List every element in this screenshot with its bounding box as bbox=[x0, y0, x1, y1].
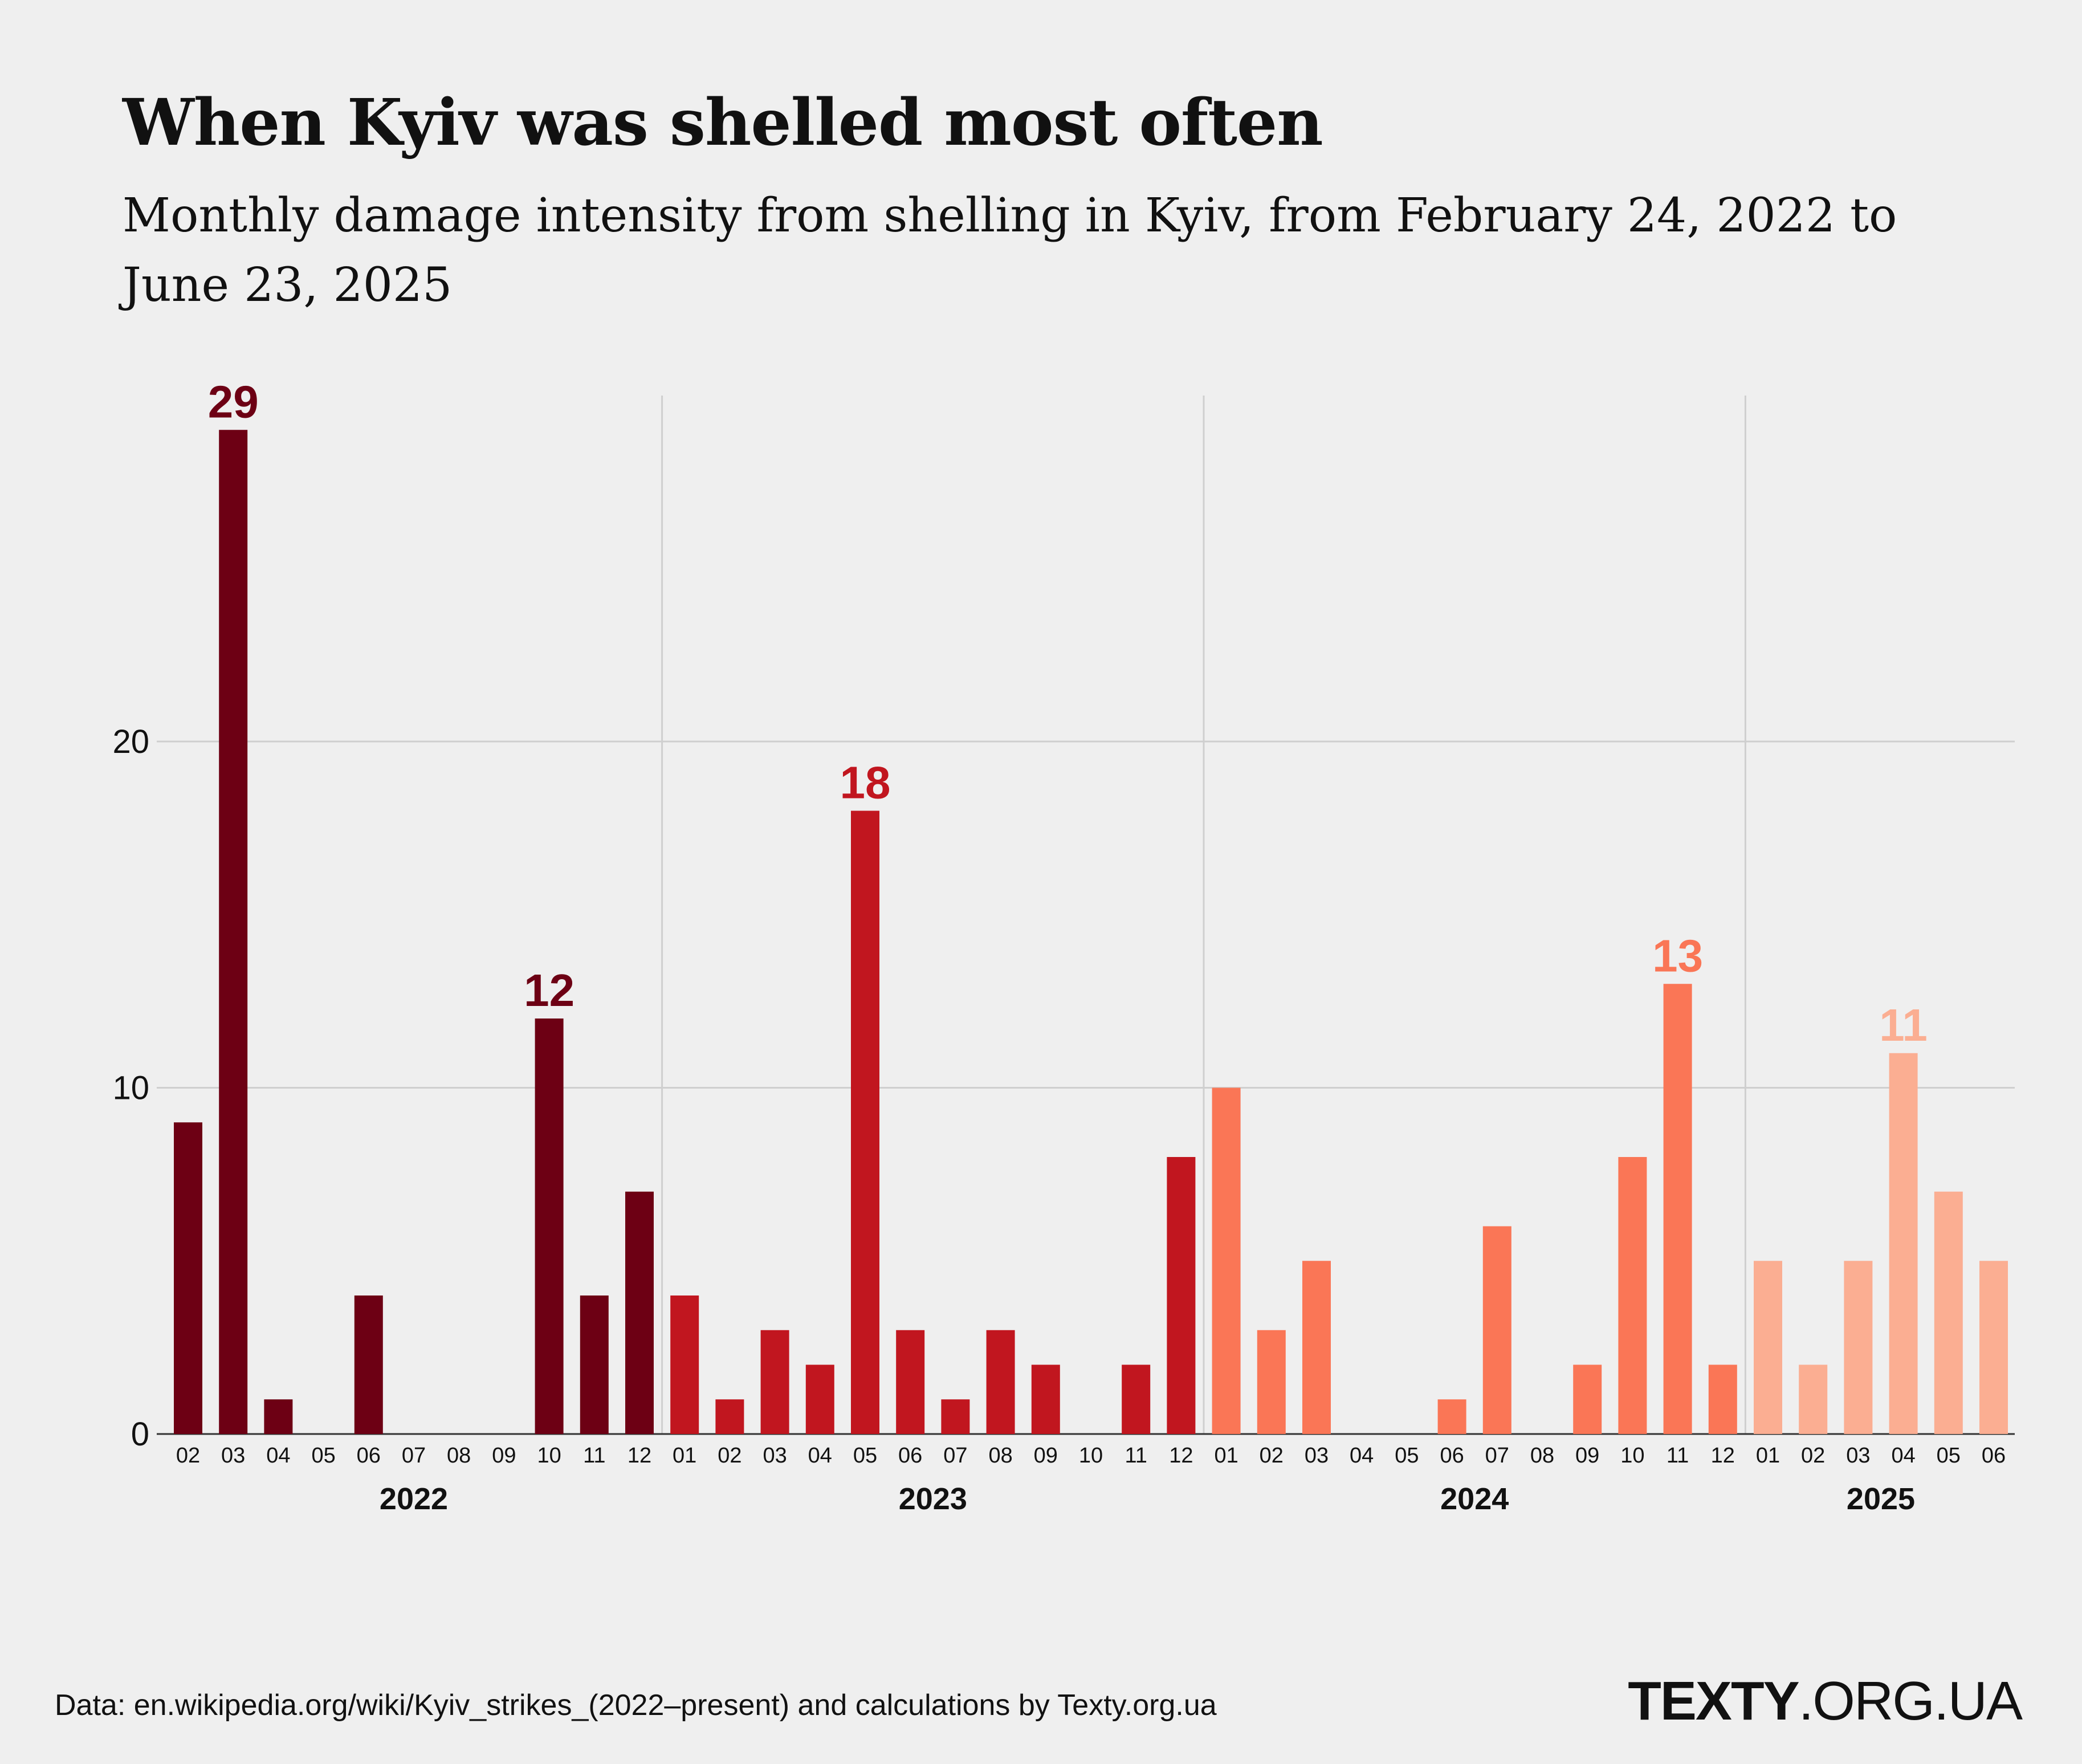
logo-bold-part: TEXTY bbox=[1628, 1671, 1799, 1732]
bars bbox=[174, 430, 2008, 1434]
year-label-2024: 2024 bbox=[1440, 1482, 1509, 1516]
x-tick-label: 07 bbox=[1485, 1444, 1509, 1468]
x-tick-label: 03 bbox=[1846, 1444, 1870, 1468]
bar-2022-06 bbox=[354, 1295, 383, 1434]
bar-2022-10 bbox=[535, 1019, 564, 1434]
data-source-note: Data: en.wikipedia.org/wiki/Kyiv_strikes… bbox=[55, 1689, 1217, 1722]
bar-2023-01 bbox=[670, 1295, 699, 1434]
x-tick-label: 06 bbox=[898, 1444, 922, 1468]
x-tick-label: 08 bbox=[1530, 1444, 1554, 1468]
y-tick-label: 20 bbox=[112, 723, 149, 760]
x-tick-label: 01 bbox=[673, 1444, 696, 1468]
x-tick-label: 06 bbox=[357, 1444, 381, 1468]
bar-2025-02 bbox=[1799, 1364, 1828, 1434]
x-tick-label: 04 bbox=[808, 1444, 832, 1468]
chart-subtitle: Monthly damage intensity from shelling i… bbox=[123, 189, 1897, 312]
bar-2023-06 bbox=[896, 1330, 925, 1434]
bar-2023-11 bbox=[1122, 1364, 1151, 1434]
bar-2024-07 bbox=[1482, 1226, 1511, 1434]
bar-2023-09 bbox=[1031, 1364, 1060, 1434]
bar-2022-11 bbox=[580, 1295, 609, 1434]
x-tick-label: 06 bbox=[1440, 1444, 1464, 1468]
x-tick-label: 02 bbox=[718, 1444, 741, 1468]
bar-2023-12 bbox=[1167, 1157, 1196, 1434]
bar-2025-04 bbox=[1889, 1053, 1918, 1434]
bar-2023-03 bbox=[760, 1330, 789, 1434]
bar-2023-02 bbox=[715, 1399, 744, 1434]
x-tick-label: 05 bbox=[853, 1444, 877, 1468]
x-tick-label: 04 bbox=[1891, 1444, 1915, 1468]
x-tick-label: 04 bbox=[266, 1444, 290, 1468]
x-tick-label: 09 bbox=[1575, 1444, 1599, 1468]
year-label-2023: 2023 bbox=[899, 1482, 967, 1516]
y-tick-label: 10 bbox=[112, 1070, 149, 1107]
bar-2024-02 bbox=[1257, 1330, 1286, 1434]
bar-2025-03 bbox=[1844, 1261, 1873, 1434]
x-tick-label: 05 bbox=[1395, 1444, 1419, 1468]
x-tick-label: 10 bbox=[537, 1444, 561, 1468]
x-tick-label: 01 bbox=[1756, 1444, 1780, 1468]
x-tick-label: 06 bbox=[1982, 1444, 2006, 1468]
bar-2025-05 bbox=[1934, 1191, 1963, 1434]
x-tick-label: 02 bbox=[176, 1444, 200, 1468]
year-label-2025: 2025 bbox=[1847, 1482, 1915, 1516]
x-tick-label: 10 bbox=[1079, 1444, 1103, 1468]
bar-2023-08 bbox=[986, 1330, 1015, 1434]
x-tick-label: 03 bbox=[763, 1444, 787, 1468]
bar-2023-04 bbox=[805, 1364, 834, 1434]
bar-value-label-2022-03: 29 bbox=[208, 376, 259, 427]
bar-2024-09 bbox=[1573, 1364, 1602, 1434]
bar-2022-04 bbox=[264, 1399, 293, 1434]
bar-2024-11 bbox=[1663, 984, 1692, 1434]
x-tick-label: 05 bbox=[1937, 1444, 1961, 1468]
x-tick-label: 04 bbox=[1350, 1444, 1374, 1468]
x-tick-label: 11 bbox=[1124, 1444, 1147, 1468]
bar-2024-10 bbox=[1618, 1157, 1647, 1434]
x-tick-label: 12 bbox=[1711, 1444, 1735, 1468]
bar-value-label-2023-05: 18 bbox=[840, 757, 891, 808]
x-tick-label: 03 bbox=[221, 1444, 245, 1468]
x-tick-label: 07 bbox=[402, 1444, 426, 1468]
bar-2024-06 bbox=[1437, 1399, 1466, 1434]
bar-2022-12 bbox=[625, 1191, 654, 1434]
year-label-2022: 2022 bbox=[380, 1482, 448, 1516]
bar-value-label-2025-04: 11 bbox=[1879, 1000, 1928, 1050]
x-tick-label: 11 bbox=[1667, 1444, 1689, 1468]
bar-2025-06 bbox=[1979, 1261, 2008, 1434]
chart-title: When Kyiv was shelled most often bbox=[123, 85, 1323, 160]
x-tick-label: 08 bbox=[447, 1444, 471, 1468]
x-tick-label: 12 bbox=[628, 1444, 651, 1468]
bar-2022-03 bbox=[219, 430, 248, 1434]
bar-2023-05 bbox=[851, 810, 879, 1434]
bar-2024-03 bbox=[1302, 1261, 1331, 1434]
x-tick-label: 01 bbox=[1214, 1444, 1238, 1468]
logo-light-part: .ORG.UA bbox=[1798, 1671, 2023, 1732]
x-tick-label: 02 bbox=[1260, 1444, 1284, 1468]
bar-2024-01 bbox=[1212, 1087, 1241, 1434]
x-tick-label: 05 bbox=[311, 1444, 335, 1468]
bar-value-label-2024-11: 13 bbox=[1652, 930, 1703, 981]
bar-value-label-2022-10: 12 bbox=[524, 965, 575, 1016]
bar-2024-12 bbox=[1708, 1364, 1737, 1434]
x-tick-label: 12 bbox=[1169, 1444, 1193, 1468]
x-tick-label: 08 bbox=[988, 1444, 1012, 1468]
bar-2025-01 bbox=[1754, 1261, 1782, 1434]
gridlines bbox=[157, 396, 2015, 1435]
x-tick-label: 11 bbox=[583, 1444, 605, 1468]
bar-2022-02 bbox=[174, 1122, 202, 1434]
x-tick-label: 03 bbox=[1305, 1444, 1329, 1468]
x-tick-label: 02 bbox=[1801, 1444, 1825, 1468]
x-tick-label: 10 bbox=[1620, 1444, 1644, 1468]
x-tick-label: 09 bbox=[492, 1444, 516, 1468]
bar-2023-07 bbox=[941, 1399, 970, 1434]
y-tick-label: 0 bbox=[131, 1416, 149, 1453]
texty-logo: TEXTY.ORG.UA bbox=[1628, 1670, 2023, 1733]
x-tick-label: 07 bbox=[943, 1444, 967, 1468]
x-tick-label: 09 bbox=[1034, 1444, 1058, 1468]
